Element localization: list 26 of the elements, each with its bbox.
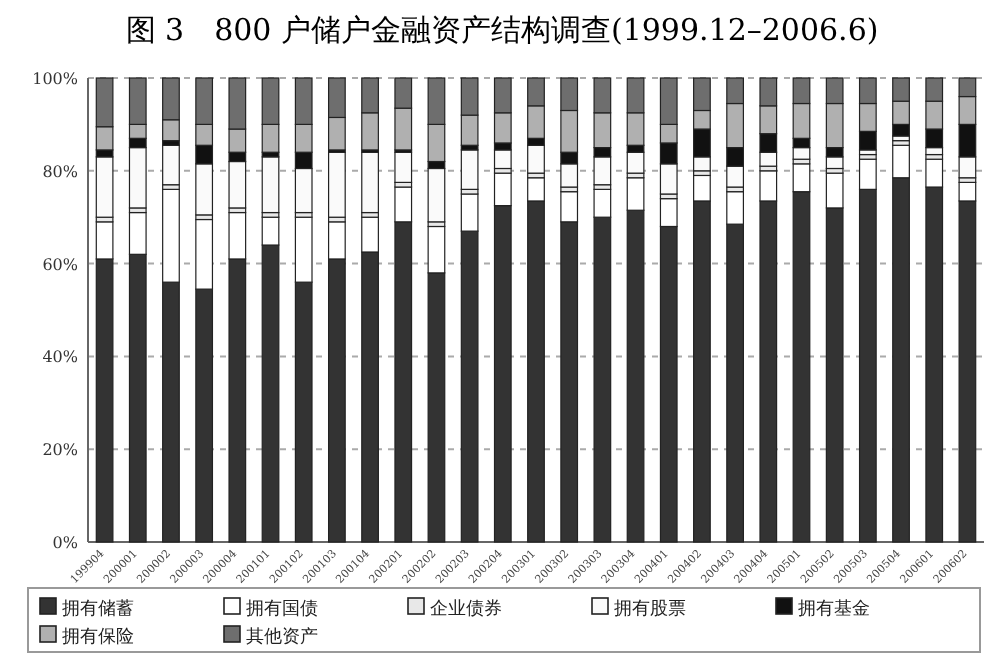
bar xyxy=(162,144,180,186)
chart-title: 图 3 800 户储户金融资产结构调查(1999.12–2006.6) xyxy=(125,12,879,48)
bar xyxy=(228,160,247,209)
bar xyxy=(95,156,114,218)
y-tick-label: 40% xyxy=(42,348,79,367)
bar xyxy=(626,151,645,174)
bar xyxy=(261,156,280,214)
legend-label: 拥有储蓄 xyxy=(62,598,134,620)
legend-label: 拥有基金 xyxy=(798,598,870,620)
y-tick-label: 100% xyxy=(32,70,79,88)
bar xyxy=(427,167,446,223)
legend-label: 其他资产 xyxy=(246,626,318,648)
legend-label: 企业债券 xyxy=(430,598,502,620)
bar xyxy=(593,156,612,186)
bar xyxy=(527,144,545,174)
bar xyxy=(128,147,147,209)
y-tick-label: 80% xyxy=(42,162,79,181)
legend-label: 拥有保险 xyxy=(62,626,134,648)
bar xyxy=(792,147,811,160)
y-tick-label: 20% xyxy=(42,441,79,460)
legend-label: 拥有股票 xyxy=(614,598,686,620)
legend-label: 拥有国债 xyxy=(246,598,318,620)
bar xyxy=(460,149,479,190)
y-tick-label: 0% xyxy=(52,534,79,552)
y-tick-label: 60% xyxy=(42,255,79,274)
bar xyxy=(493,149,512,170)
